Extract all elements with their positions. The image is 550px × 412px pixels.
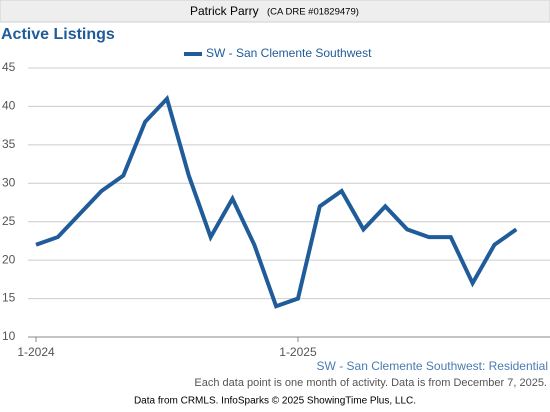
y-tick-label: 35 bbox=[2, 137, 16, 151]
x-tick-label: 1-2024 bbox=[17, 345, 55, 359]
y-tick-label: 40 bbox=[2, 99, 16, 113]
y-tick-label: 20 bbox=[2, 252, 16, 266]
agent-license: (CA DRE #01829479) bbox=[267, 7, 359, 18]
agent-name: Patrick Parry bbox=[190, 4, 259, 18]
y-tick-label: 10 bbox=[2, 329, 16, 343]
y-tick-label: 25 bbox=[2, 214, 16, 228]
annotation: SW - San Clemente Southwest: Residential bbox=[317, 359, 548, 373]
chart-title: Active Listings bbox=[1, 26, 115, 43]
y-tick-label: 30 bbox=[2, 175, 16, 189]
annotation: Each data point is one month of activity… bbox=[194, 377, 547, 389]
legend-label: SW - San Clemente Southwest bbox=[206, 46, 372, 60]
x-tick-label: 1-2025 bbox=[279, 345, 317, 359]
source: Data from CRMLS. InfoSparks © 2025 Showi… bbox=[134, 396, 416, 407]
y-tick-label: 15 bbox=[2, 291, 16, 305]
y-tick-label: 45 bbox=[2, 60, 16, 74]
header-bar bbox=[0, 0, 550, 23]
data-line bbox=[35, 94, 518, 309]
